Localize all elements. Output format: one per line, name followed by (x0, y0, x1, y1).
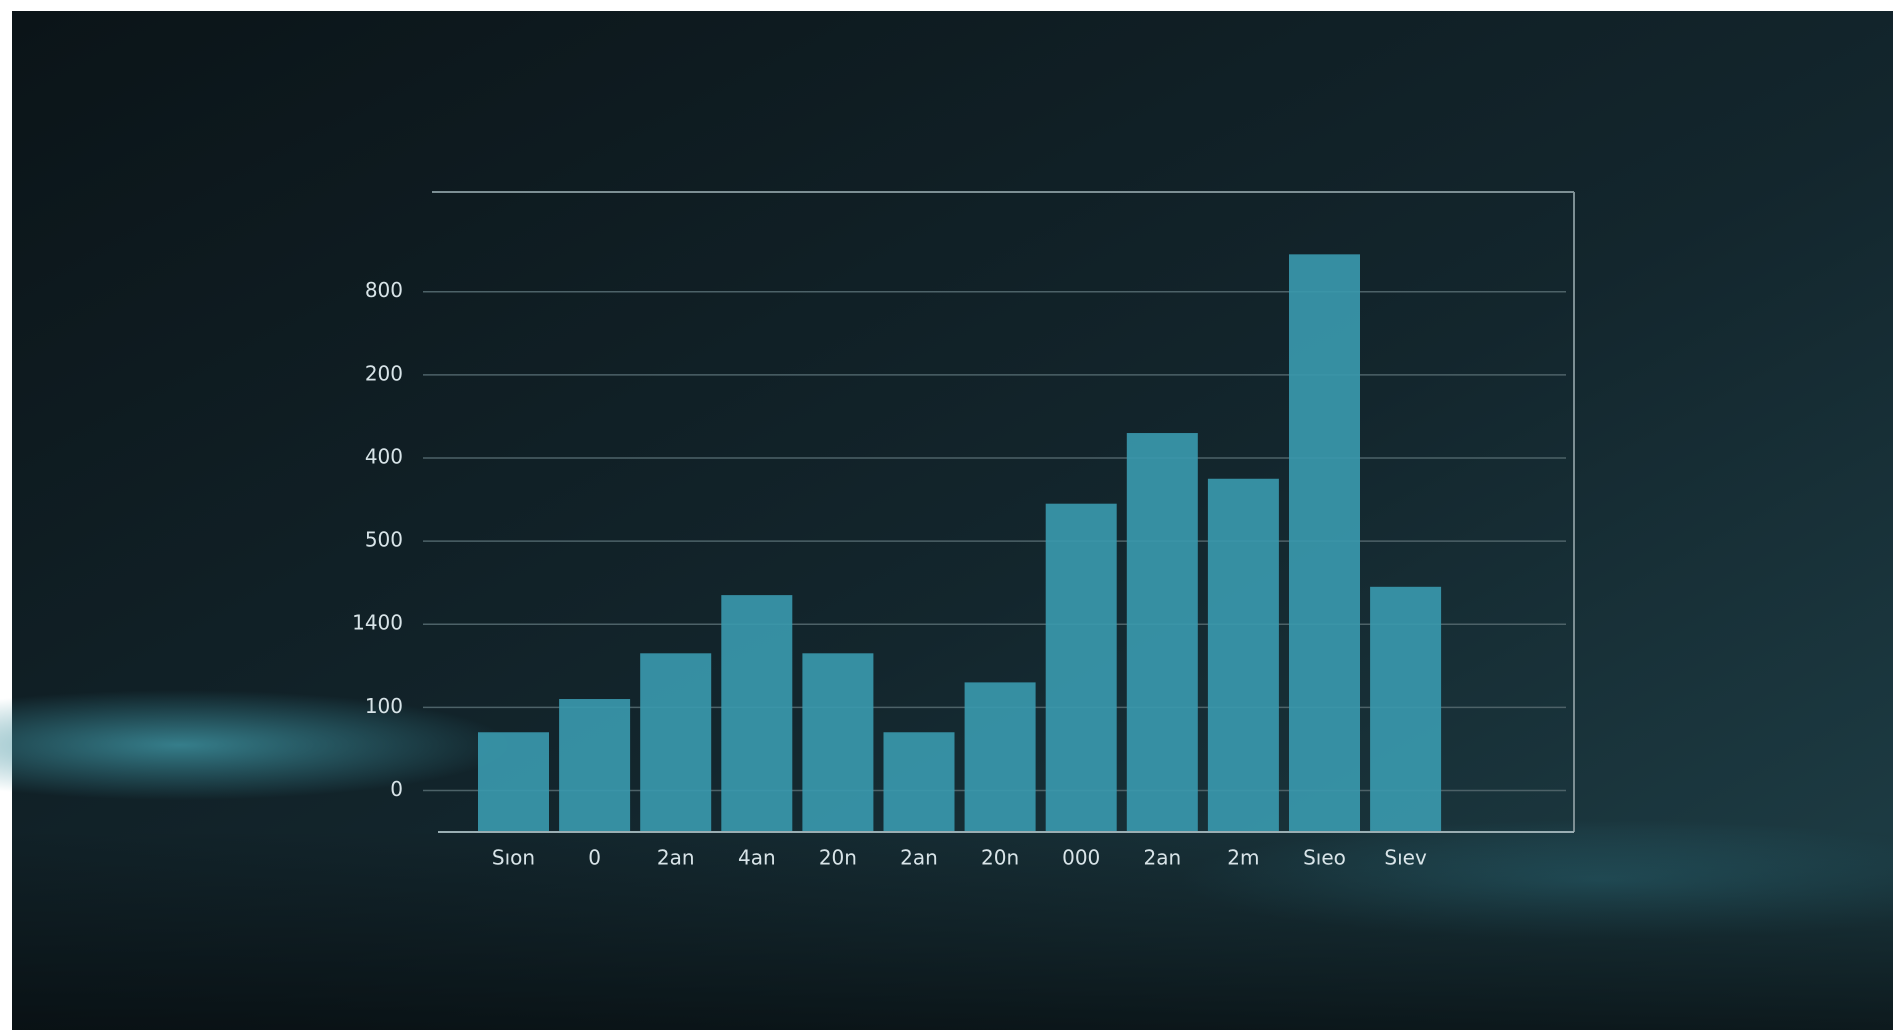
bar (1289, 254, 1360, 833)
x-tick-label: 4an (738, 846, 776, 870)
x-tick-label: Sıev (1384, 846, 1427, 870)
glow (0, 690, 510, 800)
bar (1045, 503, 1117, 832)
bar (559, 699, 631, 832)
bar (478, 732, 549, 832)
bar (721, 595, 793, 832)
bar (802, 653, 874, 832)
y-tick-label: 800 (365, 278, 403, 302)
bars: Sıon 0 2an 4an 20n 2an 20n 000 2an 2m Sıeo Sıev (478, 254, 1442, 870)
y-tick-label: 0 (390, 777, 403, 801)
y-tick-label: 400 (365, 444, 403, 468)
x-tick-label: 20n (981, 846, 1019, 870)
x-tick-label: 20n (819, 846, 857, 870)
x-tick-label: Sıon (492, 846, 535, 870)
x-tick-label: 2an (1143, 846, 1181, 870)
y-tick-label: 200 (365, 361, 403, 385)
floor-shade (12, 830, 1893, 1030)
x-tick-label: 000 (1062, 846, 1100, 870)
y-tick-label: 1400 (352, 611, 403, 635)
bar (1126, 433, 1198, 832)
y-tick-label: 500 (365, 528, 403, 552)
y-tick-label: 100 (365, 694, 403, 718)
x-tick-label: 2m (1227, 846, 1259, 870)
x-tick-label: 0 (588, 846, 601, 870)
x-tick-label: 2an (657, 846, 695, 870)
bar (1207, 478, 1279, 832)
x-tick-label: 2an (900, 846, 938, 870)
bar (1370, 586, 1442, 832)
bar (883, 732, 955, 832)
x-tick-label: Sıeo (1303, 846, 1346, 870)
bar (964, 682, 1036, 832)
bar (640, 653, 712, 832)
